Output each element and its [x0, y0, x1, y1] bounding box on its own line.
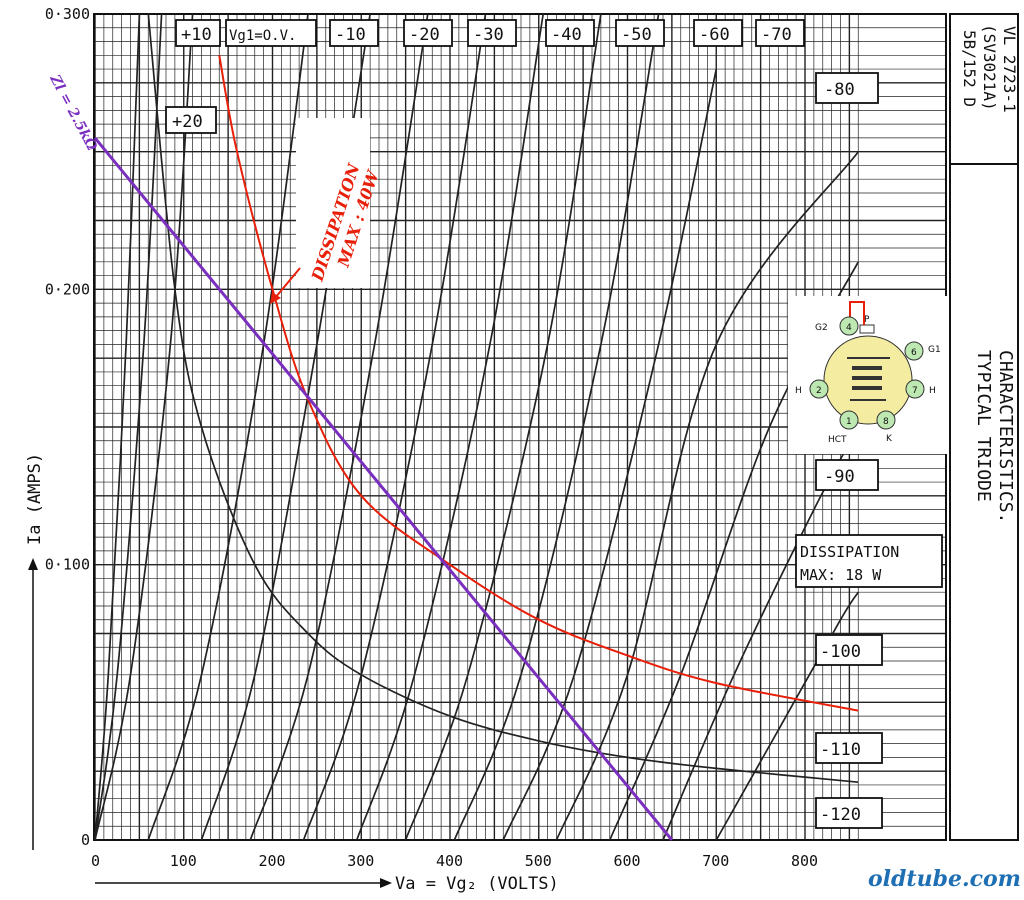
curve-label-minus60: -60 [693, 19, 743, 47]
dissipation-40w-curve [218, 55, 859, 712]
svg-text:+10: +10 [181, 25, 212, 45]
grid-curve-3 [147, 13, 309, 841]
g2-plate-strap [849, 301, 865, 325]
dissipation-40w-label: DISSIPATION MAX : 40W [270, 118, 383, 304]
x-tick-label: 200 [259, 852, 286, 870]
svg-text:-20: -20 [409, 25, 440, 45]
grid-curve-8 [404, 13, 602, 841]
svg-text:-70: -70 [761, 25, 792, 45]
svg-text:-30: -30 [473, 25, 504, 45]
y-axis-label: Ia (AMPS) [25, 453, 45, 850]
x-tick-label: 500 [525, 852, 552, 870]
y-tick-label: 0 [81, 831, 90, 849]
curve-label-minus70: -70 [755, 19, 805, 47]
svg-text:-90: -90 [824, 467, 855, 487]
svg-text:H: H [929, 386, 936, 396]
svg-text:TYPICAL TRIODE: TYPICAL TRIODE [973, 350, 994, 502]
svg-text:+20: +20 [172, 112, 203, 132]
x-axis-title: Va = Vg₂ (VOLTS) [395, 874, 559, 894]
grid-curve-1 [94, 13, 163, 841]
grid-curve-0 [94, 13, 141, 841]
svg-text:G1: G1 [928, 345, 941, 355]
plate-label: P [864, 315, 870, 325]
svg-text:6: 6 [911, 348, 917, 358]
x-axis-label: Va = Vg₂ (VOLTS) [95, 874, 559, 894]
watermark-text: oldtube.com [868, 866, 1021, 892]
y-tick-label: 0·300 [45, 5, 90, 23]
grid-curve-5 [249, 13, 429, 841]
svg-text:-60: -60 [699, 25, 730, 45]
grid-curve-14 [715, 591, 860, 841]
x-tick-label: 100 [170, 852, 197, 870]
svg-text:5B/152 D: 5B/152 D [960, 30, 979, 107]
x-tick-label: 0 [91, 852, 100, 870]
curve-label-minus80: -80 [815, 72, 879, 104]
curve-label-vg0: Vg1=O.V. [225, 19, 317, 47]
load-line [93, 136, 674, 841]
y-tick-label: 0·100 [45, 556, 90, 574]
svg-text:-120: -120 [820, 805, 861, 825]
svg-text:2: 2 [816, 386, 822, 396]
svg-text:8: 8 [883, 417, 889, 427]
x-tick-label: 600 [614, 852, 641, 870]
grid-curve-11 [555, 151, 859, 841]
svg-text:MAX: 18 W: MAX: 18 W [800, 566, 882, 584]
curve-label-plus10: +10 [175, 19, 221, 47]
curve-label-plus20: +20 [165, 106, 217, 134]
tube-id-panel: 5B/152 D (SV3021A) VL 2723-1 [949, 13, 1019, 165]
curve-label-minus30: -30 [467, 19, 517, 47]
grid-curve-9 [453, 13, 660, 841]
curve-label-minus90: -90 [815, 459, 879, 491]
grid-curve-2 [94, 13, 194, 841]
svg-text:Vg1=O.V.: Vg1=O.V. [229, 28, 296, 44]
tube-pinout-diagram: P 4 G2 6 G1 2 H 7 H 1 HCT 8 K [788, 296, 948, 454]
grid-curve-6 [302, 13, 487, 841]
svg-text:4: 4 [846, 323, 852, 333]
svg-text:CHARACTERISTICS.: CHARACTERISTICS. [995, 350, 1016, 523]
grid-curve-10 [502, 68, 718, 841]
svg-text:G2: G2 [815, 323, 828, 333]
svg-text:-50: -50 [621, 25, 652, 45]
svg-text:-100: -100 [820, 642, 861, 662]
y-axis-title: Ia (AMPS) [25, 453, 45, 545]
load-line-label: Zl = 2.5kΩ [46, 71, 100, 154]
curve-label-minus50: -50 [615, 19, 665, 47]
x-tick-labels: 0 100 200 300 400 500 600 700 800 [91, 852, 818, 870]
y-tick-labels: 0 0·100 0·200 0·300 [45, 5, 90, 849]
dissipation-18w-label: DISSIPATION MAX: 18 W [795, 534, 943, 588]
svg-text:-80: -80 [824, 80, 855, 100]
svg-text:7: 7 [912, 386, 918, 396]
svg-text:HCT: HCT [828, 435, 847, 445]
svg-text:VL 2723-1: VL 2723-1 [1000, 26, 1019, 113]
grid-curve-7 [355, 13, 545, 841]
x-tick-label: 400 [436, 852, 463, 870]
curve-label-minus20: -20 [403, 19, 453, 47]
y-tick-label: 0·200 [45, 280, 90, 298]
curve-label-minus40: -40 [545, 19, 595, 47]
curve-label-minus110: -110 [815, 732, 883, 764]
curve-label-minus100: -100 [815, 634, 883, 666]
svg-text:H: H [795, 386, 802, 396]
svg-text:K: K [886, 434, 893, 444]
svg-text:DISSIPATION: DISSIPATION [800, 543, 899, 561]
x-tick-label: 700 [702, 852, 729, 870]
svg-text:(SV3021A): (SV3021A) [980, 24, 999, 111]
dissipation-18w-curve [147, 13, 859, 784]
svg-text:-40: -40 [551, 25, 582, 45]
svg-text:1: 1 [846, 417, 852, 427]
curve-label-minus120: -120 [815, 797, 883, 829]
x-tick-label: 800 [791, 852, 818, 870]
x-tick-label: 300 [347, 852, 374, 870]
svg-text:-10: -10 [335, 25, 366, 45]
curve-label-minus10: -10 [329, 19, 379, 47]
svg-text:-110: -110 [820, 740, 861, 760]
side-title-panel: TYPICAL TRIODE CHARACTERISTICS. [949, 163, 1019, 841]
